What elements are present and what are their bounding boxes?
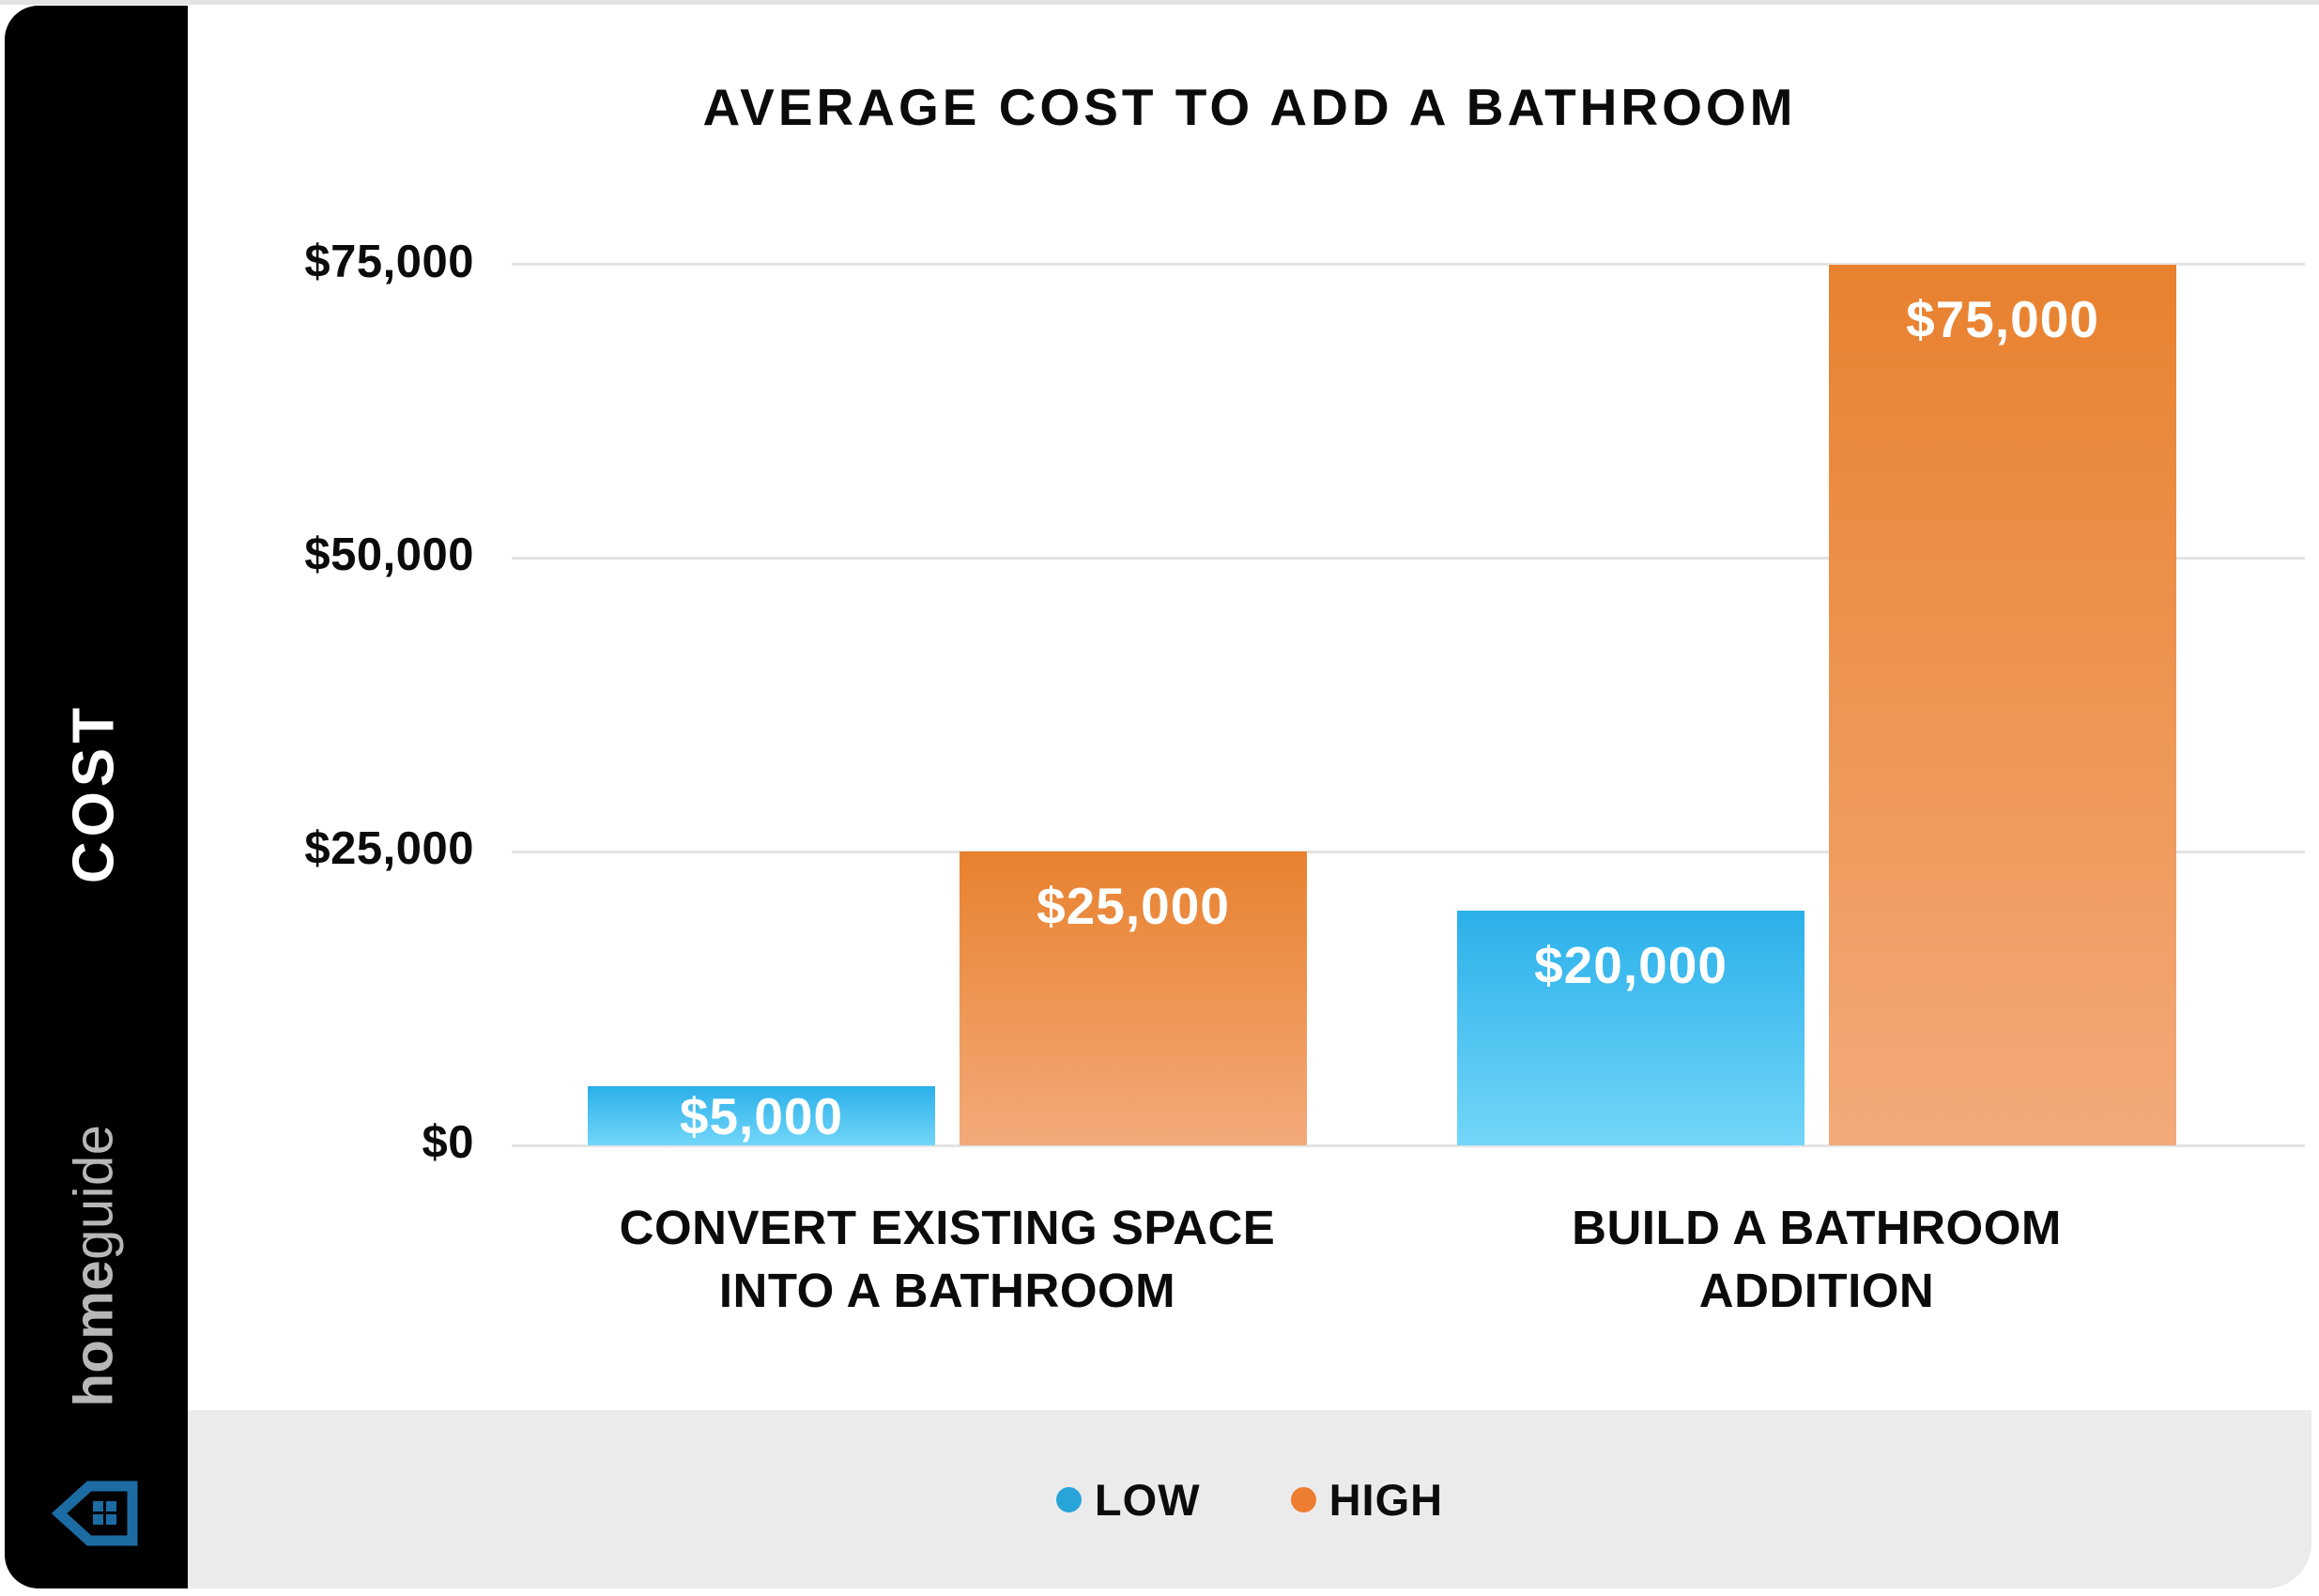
y-tick-label: $50,000 — [304, 529, 474, 581]
legend-item-low: LOW — [1055, 1474, 1201, 1526]
category-label-line: CONVERT EXISTING SPACE — [619, 1201, 1276, 1254]
sidebar — [5, 6, 188, 1588]
gridline-25000 — [512, 850, 2305, 853]
category-label-2: BUILD A BATHROOM ADDITION — [1272, 1196, 2319, 1322]
category-label-line: INTO A BATHROOM — [718, 1264, 1176, 1317]
legend-dot-low — [1055, 1486, 1082, 1512]
category-label-1: CONVERT EXISTING SPACE INTO A BATHROOM — [403, 1196, 1492, 1322]
category-label-line: ADDITION — [1698, 1264, 1935, 1317]
bar-value-label: $25,000 — [1037, 877, 1230, 936]
bar-value-label: $75,000 — [1906, 289, 2099, 348]
category-label-line: BUILD A BATHROOM — [1572, 1201, 2062, 1254]
y-tick-label: $25,000 — [304, 823, 474, 875]
legend-strip — [188, 1410, 2311, 1588]
house-icon — [47, 1466, 141, 1560]
y-tick-label: $0 — [422, 1117, 474, 1168]
top-border-line — [0, 0, 2319, 5]
bar-low-1: $5,000 — [588, 1086, 935, 1145]
gridline-75000 — [512, 263, 2305, 267]
legend: LOW HIGH — [188, 1410, 2311, 1588]
legend-label: HIGH — [1328, 1474, 1444, 1525]
house-icon-svg — [51, 1481, 138, 1546]
bar-high-1: $25,000 — [960, 852, 1307, 1145]
bar-value-label: $5,000 — [679, 1086, 844, 1145]
bar-value-label: $20,000 — [1534, 935, 1728, 994]
gridline-50000 — [512, 556, 2305, 560]
bar-low-2: $20,000 — [1457, 910, 1805, 1145]
bar-high-2: $75,000 — [1829, 264, 2176, 1145]
chart-title: AVERAGE COST TO ADD A BATHROOM — [702, 78, 1797, 136]
y-tick-label: $75,000 — [304, 236, 474, 287]
legend-dot-high — [1290, 1486, 1316, 1512]
legend-item-high: HIGH — [1290, 1474, 1444, 1526]
legend-label: LOW — [1094, 1474, 1201, 1525]
gridline-0 — [512, 1143, 2305, 1147]
